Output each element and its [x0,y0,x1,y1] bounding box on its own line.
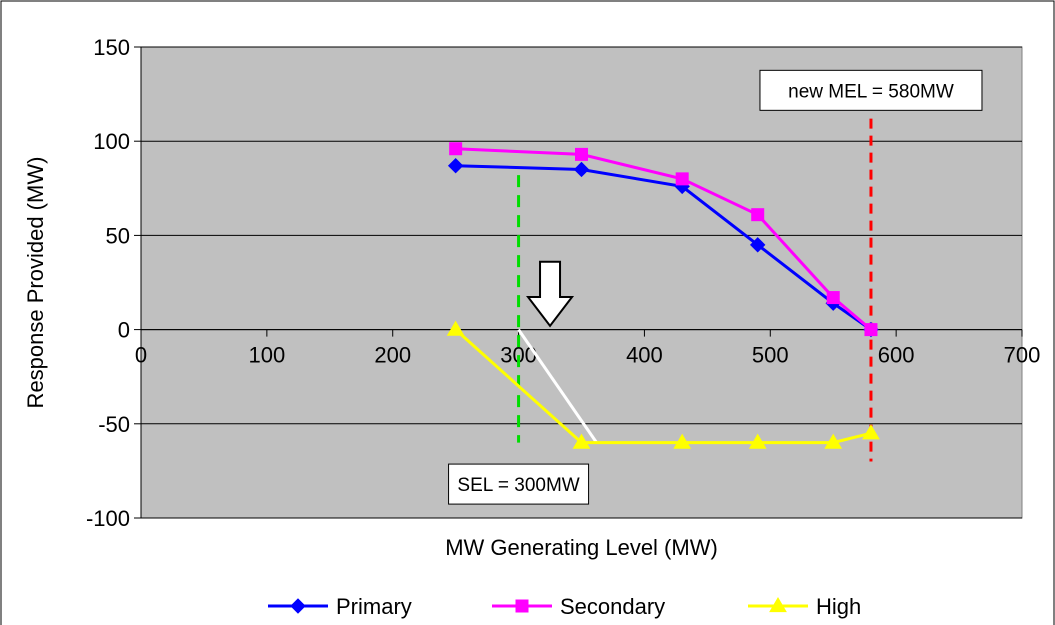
x-axis-title: MW Generating Level (MW) [445,535,718,560]
y-tick-label-0: 0 [118,318,130,343]
down-arrow-icon [526,260,575,328]
point-secondary-2 [675,172,689,186]
point-secondary-0 [449,142,463,156]
shift-line [517,328,598,444]
legend-marker-secondary [515,599,529,613]
x-tick-label-600: 600 [878,343,915,368]
x-tick-label-100: 100 [248,343,285,368]
point-primary-3 [749,237,766,253]
x-tick-label-500: 500 [752,343,789,368]
point-primary-1 [573,161,590,178]
sel-label: SEL = 300MW [457,475,579,496]
point-secondary-1 [575,147,588,161]
y-tick-label-150: 150 [93,35,130,60]
y-tick-labels: -100 -50 0 50 100 150 [86,35,130,531]
mel-label: new MEL = 580MW [788,81,954,102]
x-tick-label-700: 700 [1004,343,1041,368]
y-tick-label-50: 50 [106,223,130,248]
legend-label-high: High [816,594,861,619]
legend: Primary Secondary High [268,594,861,619]
x-tick-label-400: 400 [626,343,663,368]
point-high-1 [572,433,591,449]
point-secondary-5 [864,323,878,337]
legend-label-primary: Primary [336,594,412,619]
point-high-5 [862,424,880,440]
mel-label-box [759,69,983,111]
y-tick-label--50: -50 [98,412,130,437]
x-tick-label-200: 200 [374,343,411,368]
point-primary-0 [447,157,464,174]
y-tick-label--100: -100 [86,506,130,531]
legend-label-secondary: Secondary [560,594,665,619]
point-high-4 [824,433,843,449]
sel-label-box [448,463,590,505]
x-tick-labels: 0 100 200 300 400 500 600 700 [135,343,1040,368]
annotations [517,118,873,462]
series-line-primary [455,164,872,331]
annotation-labels: SEL = 300MW new MEL = 580MW [448,69,983,505]
y-tick-label-100: 100 [93,129,130,154]
point-high-0 [446,320,465,336]
point-high-2 [673,433,692,449]
point-secondary-3 [751,208,765,222]
legend-marker-primary [290,598,306,614]
point-high-3 [748,433,767,449]
legend-marker-high [769,597,787,613]
series-line-high [454,328,872,445]
y-axis-title: Response Provided (MW) [23,157,48,409]
x-tick-label-0: 0 [135,343,147,368]
point-secondary-4 [826,291,840,305]
data-series [446,142,880,449]
